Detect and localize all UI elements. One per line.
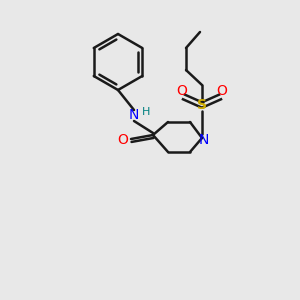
Text: N: N [129,108,139,122]
Text: N: N [199,133,209,147]
Text: O: O [118,133,128,147]
Text: S: S [197,98,207,112]
Text: H: H [142,107,150,117]
Text: O: O [177,84,188,98]
Text: O: O [217,84,227,98]
